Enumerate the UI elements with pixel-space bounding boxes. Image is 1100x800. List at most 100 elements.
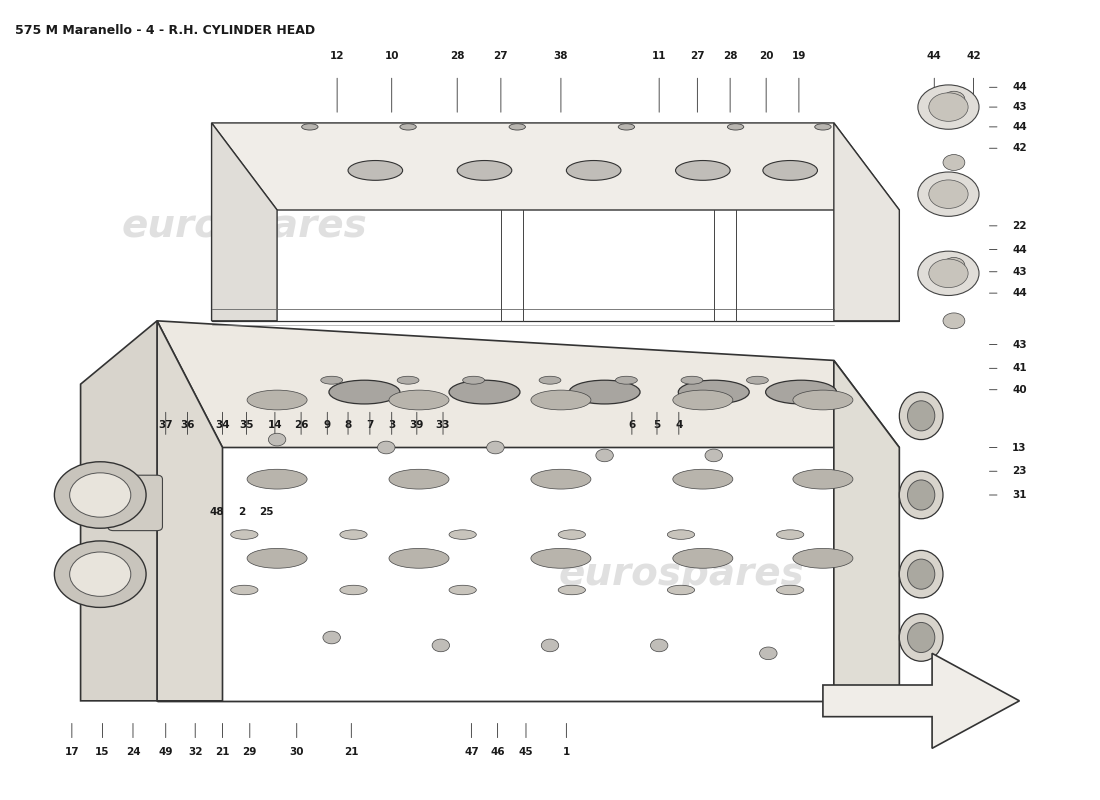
Ellipse shape <box>900 614 943 662</box>
Text: 21: 21 <box>344 747 359 758</box>
Circle shape <box>69 473 131 517</box>
Text: 44: 44 <box>1012 245 1026 254</box>
Text: 6: 6 <box>628 420 636 430</box>
Text: 44: 44 <box>1012 288 1026 298</box>
Circle shape <box>268 434 286 446</box>
Text: 41: 41 <box>1012 363 1026 374</box>
Ellipse shape <box>463 376 484 384</box>
Ellipse shape <box>763 161 817 180</box>
Ellipse shape <box>727 124 744 130</box>
Ellipse shape <box>900 471 943 518</box>
Text: 3: 3 <box>388 420 395 430</box>
Circle shape <box>917 172 979 216</box>
Text: 21: 21 <box>216 747 230 758</box>
Text: 31: 31 <box>1012 490 1026 500</box>
Ellipse shape <box>329 380 400 404</box>
Ellipse shape <box>248 549 307 568</box>
Text: 33: 33 <box>436 420 450 430</box>
Text: 15: 15 <box>96 747 110 758</box>
Ellipse shape <box>509 124 526 130</box>
Polygon shape <box>834 123 900 321</box>
Circle shape <box>917 251 979 295</box>
Text: 39: 39 <box>409 420 424 430</box>
Ellipse shape <box>908 559 935 590</box>
Circle shape <box>943 91 965 107</box>
Text: 42: 42 <box>1012 143 1026 154</box>
Circle shape <box>928 180 968 209</box>
Text: 9: 9 <box>323 420 331 430</box>
Text: 40: 40 <box>1012 385 1026 394</box>
Text: 43: 43 <box>1012 339 1026 350</box>
Text: 28: 28 <box>450 50 464 61</box>
Ellipse shape <box>449 586 476 594</box>
Text: 30: 30 <box>289 747 304 758</box>
Ellipse shape <box>908 401 935 431</box>
Ellipse shape <box>675 161 730 180</box>
Text: 19: 19 <box>792 50 806 61</box>
Polygon shape <box>823 654 1020 748</box>
Ellipse shape <box>793 390 853 410</box>
Text: 18: 18 <box>94 482 108 492</box>
Ellipse shape <box>348 161 403 180</box>
Ellipse shape <box>301 124 318 130</box>
Ellipse shape <box>340 586 367 594</box>
Text: 23: 23 <box>1012 466 1026 476</box>
Text: 16: 16 <box>65 482 79 492</box>
Polygon shape <box>211 123 900 210</box>
Ellipse shape <box>673 549 733 568</box>
Ellipse shape <box>679 380 749 404</box>
Text: 43: 43 <box>1012 102 1026 112</box>
Text: 49: 49 <box>158 747 173 758</box>
Text: 2: 2 <box>239 507 245 518</box>
Ellipse shape <box>673 390 733 410</box>
Circle shape <box>943 154 965 170</box>
Ellipse shape <box>531 390 591 410</box>
Ellipse shape <box>231 586 258 594</box>
Text: 12: 12 <box>330 50 344 61</box>
Text: 35: 35 <box>119 482 134 492</box>
Text: 35: 35 <box>240 420 254 430</box>
Ellipse shape <box>908 622 935 653</box>
Ellipse shape <box>531 549 591 568</box>
Circle shape <box>377 441 395 454</box>
Ellipse shape <box>900 550 943 598</box>
Text: eurospares: eurospares <box>121 207 367 245</box>
Circle shape <box>928 93 968 122</box>
Text: 26: 26 <box>294 420 308 430</box>
Ellipse shape <box>400 124 416 130</box>
Ellipse shape <box>668 586 694 594</box>
Ellipse shape <box>618 124 635 130</box>
Ellipse shape <box>340 530 367 539</box>
Text: 42: 42 <box>966 50 981 61</box>
Circle shape <box>54 541 146 607</box>
Text: 28: 28 <box>723 50 737 61</box>
Text: 14: 14 <box>267 420 283 430</box>
Text: 24: 24 <box>125 747 141 758</box>
Ellipse shape <box>747 376 768 384</box>
Text: 47: 47 <box>464 747 478 758</box>
Ellipse shape <box>569 380 640 404</box>
Ellipse shape <box>681 376 703 384</box>
Text: 34: 34 <box>216 420 230 430</box>
Ellipse shape <box>558 586 585 594</box>
Polygon shape <box>211 123 277 321</box>
Circle shape <box>917 85 979 130</box>
Text: 45: 45 <box>519 747 534 758</box>
Circle shape <box>541 639 559 652</box>
Ellipse shape <box>231 530 258 539</box>
Ellipse shape <box>900 392 943 439</box>
Text: 43: 43 <box>1012 266 1026 277</box>
Ellipse shape <box>777 530 804 539</box>
Ellipse shape <box>389 390 449 410</box>
Ellipse shape <box>389 549 449 568</box>
Text: 44: 44 <box>927 50 942 61</box>
Ellipse shape <box>815 124 832 130</box>
Polygon shape <box>157 321 222 701</box>
Ellipse shape <box>673 470 733 489</box>
Circle shape <box>943 313 965 329</box>
Circle shape <box>705 449 723 462</box>
Text: 44: 44 <box>1012 82 1026 92</box>
Text: 44: 44 <box>1012 122 1026 132</box>
Circle shape <box>432 639 450 652</box>
Text: 29: 29 <box>243 747 257 758</box>
